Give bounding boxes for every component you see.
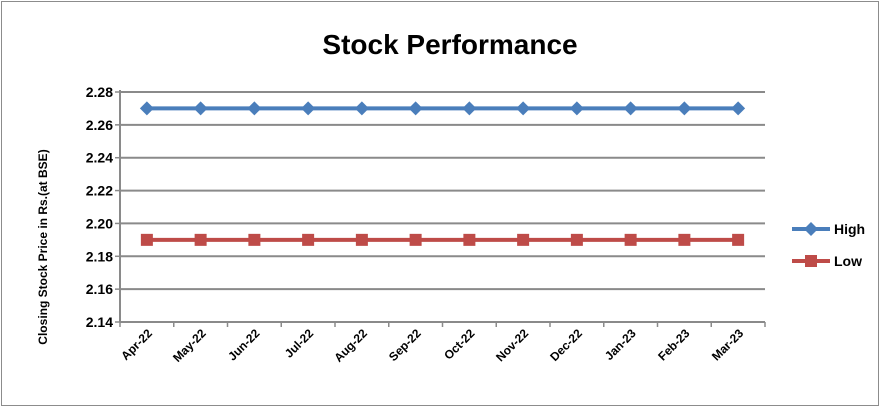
data-point-marker — [354, 101, 369, 116]
y-tick-label: 2.20 — [86, 215, 113, 231]
x-tick-label: Apr-22 — [118, 326, 155, 363]
x-tick-label: Jul-22 — [282, 326, 317, 361]
x-tick-label: Nov-22 — [493, 326, 531, 364]
x-tick-label: Jun-22 — [225, 326, 262, 363]
data-point-marker — [301, 101, 316, 116]
x-tick-label: Oct-22 — [441, 326, 478, 363]
chart-title: Stock Performance — [322, 29, 577, 60]
data-point-marker — [139, 101, 154, 116]
data-point-marker — [731, 101, 746, 116]
y-tick-label: 2.26 — [86, 117, 113, 133]
y-tick-label: 2.28 — [86, 84, 113, 100]
legend-item-high: High — [792, 221, 865, 237]
data-point-marker — [624, 233, 637, 246]
data-point-marker — [194, 233, 207, 246]
y-tick-label: 2.24 — [86, 150, 113, 166]
axes — [115, 90, 766, 327]
y-tick-label: 2.18 — [86, 248, 113, 264]
legend-label: Low — [834, 253, 862, 269]
y-axis-label: Closing Stock Price in Rs.(at BSE) — [36, 149, 50, 344]
data-point-marker — [302, 233, 315, 246]
series-high — [139, 101, 746, 116]
x-tick-label: Aug-22 — [331, 326, 370, 365]
data-point-marker — [409, 233, 422, 246]
data-point-marker — [463, 233, 476, 246]
legend-item-low: Low — [792, 253, 862, 269]
y-tick-label: 2.22 — [86, 183, 113, 199]
data-point-marker — [516, 101, 531, 116]
data-point-marker — [677, 101, 692, 116]
data-point-marker — [569, 101, 584, 116]
data-point-marker — [140, 233, 153, 246]
data-point-marker — [248, 233, 261, 246]
legend-marker — [804, 222, 818, 236]
data-point-marker — [193, 101, 208, 116]
data-series — [139, 101, 746, 246]
legend: High Low — [792, 221, 865, 269]
x-tick-label: Mar-23 — [709, 326, 746, 363]
y-tick-label: 2.14 — [86, 314, 113, 330]
legend-label: High — [834, 221, 865, 237]
x-tick-label: Dec-22 — [547, 326, 585, 364]
series-low — [140, 233, 745, 246]
data-point-marker — [623, 101, 638, 116]
data-point-marker — [355, 233, 368, 246]
data-point-marker — [247, 101, 262, 116]
legend-marker — [805, 255, 817, 267]
data-point-marker — [517, 233, 530, 246]
x-tick-labels: Apr-22 May-22 Jun-22 Jul-22 Aug-22 Sep-22 Oct-… — [118, 326, 746, 365]
data-point-marker — [462, 101, 477, 116]
data-point-marker — [678, 233, 691, 246]
y-tick-labels: 2.28 2.26 2.24 2.22 2.20 2.18 2.16 2.14 — [86, 84, 113, 330]
x-tick-label: May-22 — [170, 326, 209, 365]
data-point-marker — [570, 233, 583, 246]
x-tick-label: Sep-22 — [386, 326, 424, 364]
data-point-marker — [408, 101, 423, 116]
x-tick-label: Jan-23 — [602, 326, 639, 363]
gridlines — [120, 91, 765, 291]
x-tick-label: Feb-23 — [655, 326, 692, 363]
y-tick-label: 2.16 — [86, 281, 113, 297]
data-point-marker — [732, 233, 745, 246]
